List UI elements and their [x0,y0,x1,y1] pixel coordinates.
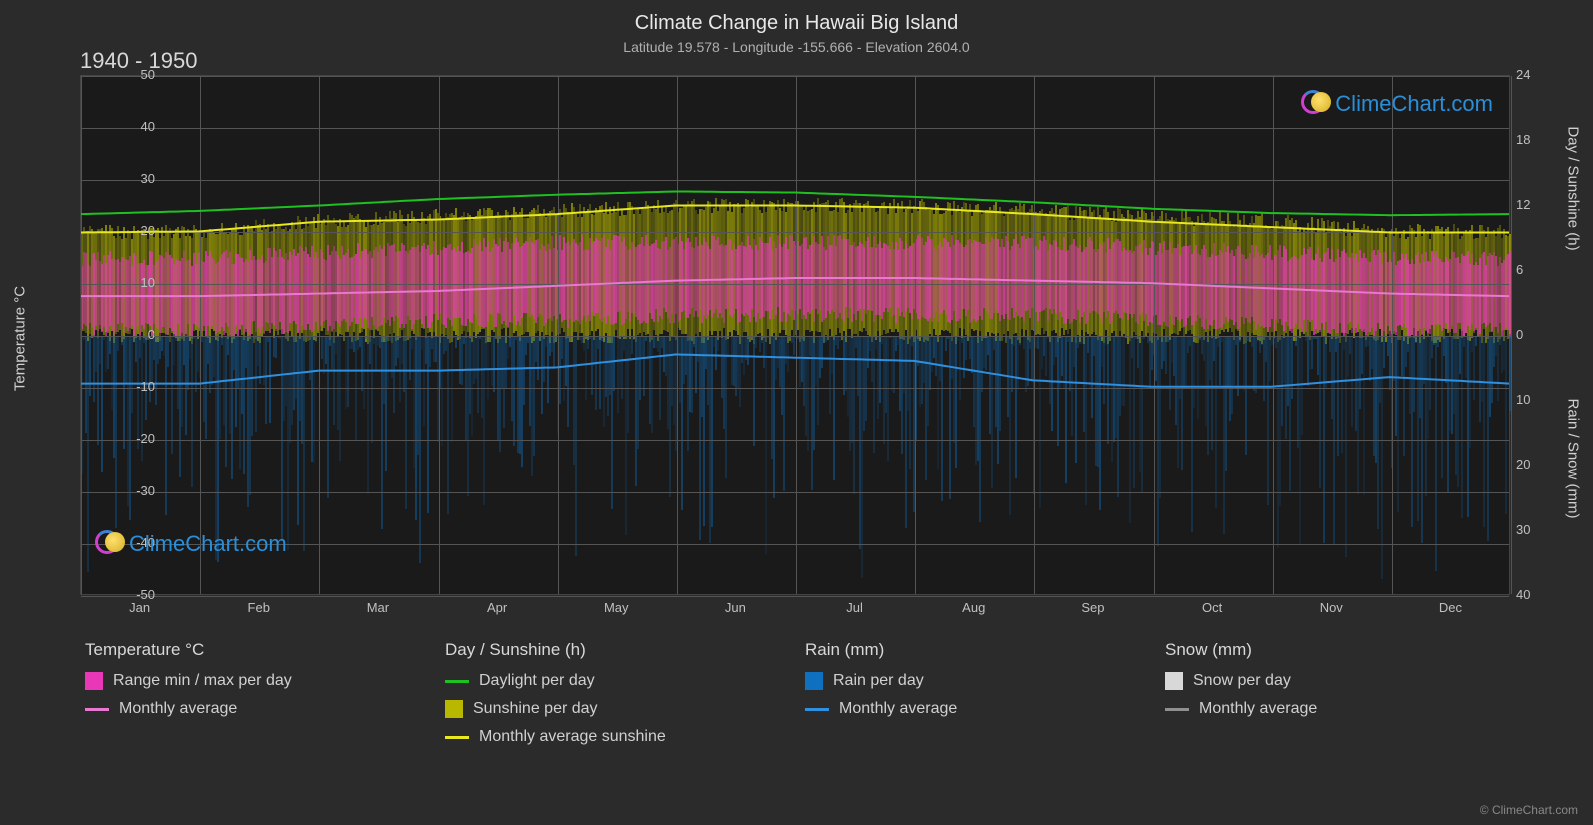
legend-item: Daylight per day [445,672,785,690]
y-axis-right-top-title: Day / Sunshine (h) [1565,126,1582,250]
y-right-tick: 40 [1516,587,1530,602]
legend-label: Monthly average [1199,700,1317,718]
legend-swatch [445,736,469,739]
logo-icon [95,530,123,558]
legend-label: Range min / max per day [113,672,292,690]
legend-swatch [85,708,109,711]
legend-item: Range min / max per day [85,672,425,690]
y-right-tick: 0 [1516,327,1523,342]
watermark-top: ClimeChart.com [1301,90,1493,118]
chart-title: Climate Change in Hawaii Big Island [0,0,1593,35]
y-right-tick: 24 [1516,67,1530,82]
legend-swatch [85,672,103,690]
legend-label: Snow per day [1193,672,1291,690]
legend-item: Monthly average [85,700,425,718]
legend-swatch [805,708,829,711]
brand-text: ClimeChart.com [1335,91,1493,117]
y-left-tick: 20 [115,223,155,238]
legend-item: Sunshine per day [445,700,785,718]
y-right-tick: 12 [1516,197,1530,212]
legend-header: Day / Sunshine (h) [445,640,785,660]
x-tick: Nov [1320,600,1343,615]
y-left-tick: 40 [115,119,155,134]
x-tick: May [604,600,629,615]
y-left-tick: -30 [115,483,155,498]
y-left-tick: 30 [115,171,155,186]
chart-subtitle: Latitude 19.578 - Longitude -155.666 - E… [0,39,1593,55]
x-tick: Apr [487,600,507,615]
legend-label: Monthly average [839,700,957,718]
legend-swatch [1165,672,1183,690]
x-tick: Jul [846,600,863,615]
legend-item: Snow per day [1165,672,1505,690]
copyright: © ClimeChart.com [1480,803,1578,817]
legend-label: Sunshine per day [473,700,598,718]
y-right-tick: 30 [1516,522,1530,537]
x-tick: Aug [962,600,985,615]
watermark-bottom: ClimeChart.com [95,530,287,558]
y-axis-right-bottom-title: Rain / Snow (mm) [1565,398,1582,518]
x-tick: Feb [248,600,270,615]
y-left-tick: 10 [115,275,155,290]
legend-swatch [445,680,469,683]
y-right-tick: 6 [1516,262,1523,277]
x-tick: Jun [725,600,746,615]
legend-label: Daylight per day [479,672,595,690]
logo-icon [1301,90,1329,118]
legend: Temperature °C Range min / max per day Mon… [85,640,1505,756]
chart-plot-area [80,75,1510,595]
legend-item: Rain per day [805,672,1145,690]
legend-item: Monthly average [1165,700,1505,718]
legend-item: Monthly average sunshine [445,728,785,746]
x-tick: Mar [367,600,389,615]
y-axis-left-title: Temperature °C [12,286,29,391]
y-right-tick: 20 [1516,457,1530,472]
y-right-tick: 18 [1516,132,1530,147]
legend-swatch [805,672,823,690]
legend-label: Rain per day [833,672,924,690]
y-left-tick: -10 [115,379,155,394]
legend-header: Temperature °C [85,640,425,660]
legend-header: Rain (mm) [805,640,1145,660]
legend-item: Monthly average [805,700,1145,718]
x-tick: Sep [1081,600,1104,615]
legend-swatch [445,700,463,718]
x-tick: Jan [129,600,150,615]
legend-label: Monthly average [119,700,237,718]
legend-label: Monthly average sunshine [479,728,666,746]
x-tick: Dec [1439,600,1462,615]
legend-header: Snow (mm) [1165,640,1505,660]
y-right-tick: 10 [1516,392,1530,407]
legend-swatch [1165,708,1189,711]
y-left-tick: 50 [115,67,155,82]
y-left-tick: -20 [115,431,155,446]
brand-text: ClimeChart.com [129,531,287,557]
y-left-tick: 0 [115,327,155,342]
x-tick: Oct [1202,600,1222,615]
